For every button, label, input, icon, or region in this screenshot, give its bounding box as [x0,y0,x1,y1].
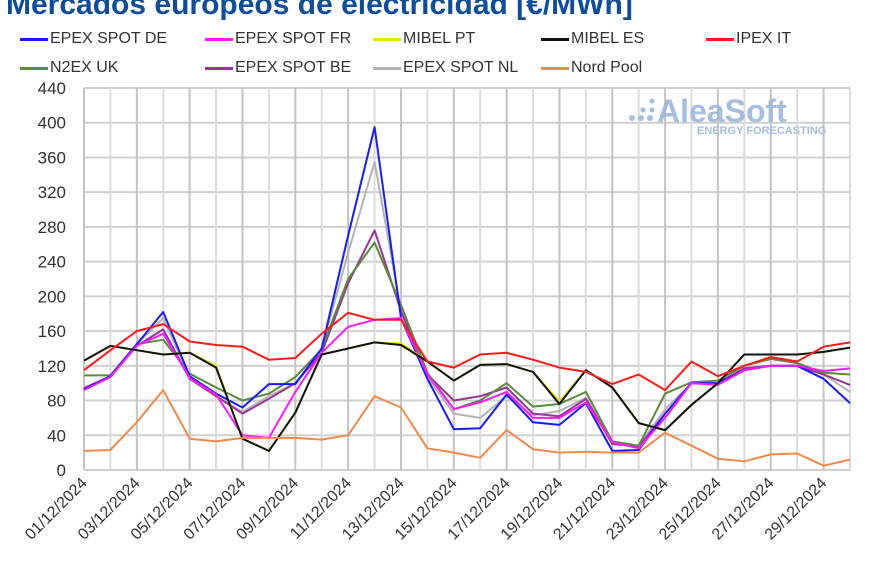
legend-swatch [205,37,233,41]
legend-label: EPEX SPOT NL [403,59,519,76]
legend-swatch [706,37,734,41]
legend-item: IPEX IT [706,30,791,48]
logo-text: AleaSoft [657,93,787,129]
y-tick-label: 280 [38,218,66,237]
chart-title: Mercados europeos de electricidad [€/MWh… [6,0,633,21]
legend-swatch [205,66,233,70]
y-tick-label: 240 [38,253,66,272]
series-line-epex-spot-nl [83,160,851,447]
y-tick-label: 0 [57,461,66,480]
y-tick-label: 360 [38,148,66,167]
legend-label: EPEX SPOT FR [235,30,352,47]
legend-item: MIBEL PT [373,30,475,48]
y-tick-label: 80 [47,392,66,411]
legend-swatch [541,66,569,70]
legend-swatch [20,66,48,70]
legend-label: Nord Pool [571,59,643,76]
legend-item: MIBEL ES [541,30,644,48]
legend-label: EPEX SPOT BE [235,59,352,76]
y-tick-label: 440 [38,79,66,98]
legend-item: EPEX SPOT BE [205,59,351,77]
y-tick-label: 320 [38,183,66,202]
series-line-epex-spot-fr [83,317,851,450]
y-tick-label: 400 [38,114,66,133]
x-axis: 01/12/202403/12/202405/12/202407/12/2024… [22,475,830,544]
y-tick-label: 40 [47,426,66,445]
legend-item: Nord Pool [541,59,642,77]
legend-label: MIBEL PT [403,30,476,47]
legend-label: EPEX SPOT DE [50,30,168,47]
legend-label: N2EX UK [50,59,119,76]
legend-swatch [20,37,48,41]
legend-label: IPEX IT [736,30,792,47]
series-lines [83,126,851,467]
legend-swatch [373,66,401,70]
y-axis: 0 40 80 120 160 200 240 280 320 360 400 440 [38,79,66,480]
series-line-ipex-it [83,311,851,392]
series-line-epex-spot-be [83,229,851,448]
legend-item: EPEX SPOT DE [20,30,167,48]
y-tick-label: 200 [38,287,66,306]
logo-tagline: ENERGY FORECASTING [697,125,826,137]
legend-item: EPEX SPOT FR [205,30,351,48]
y-tick-label: 160 [38,322,66,341]
aleasoft-logo: AleaSoft ENERGY FORECASTING [629,93,826,137]
series-line-epex-spot-de [83,126,851,452]
legend-item: EPEX SPOT NL [373,59,518,77]
legend-item: N2EX UK [20,59,118,77]
series-line-mibel-es [83,341,851,452]
legend-swatch [373,37,401,41]
series-line-nord-pool [83,389,851,467]
grid [83,87,851,471]
y-tick-label: 120 [38,357,66,376]
legend-label: MIBEL ES [571,30,645,47]
legend-swatch [541,37,569,41]
